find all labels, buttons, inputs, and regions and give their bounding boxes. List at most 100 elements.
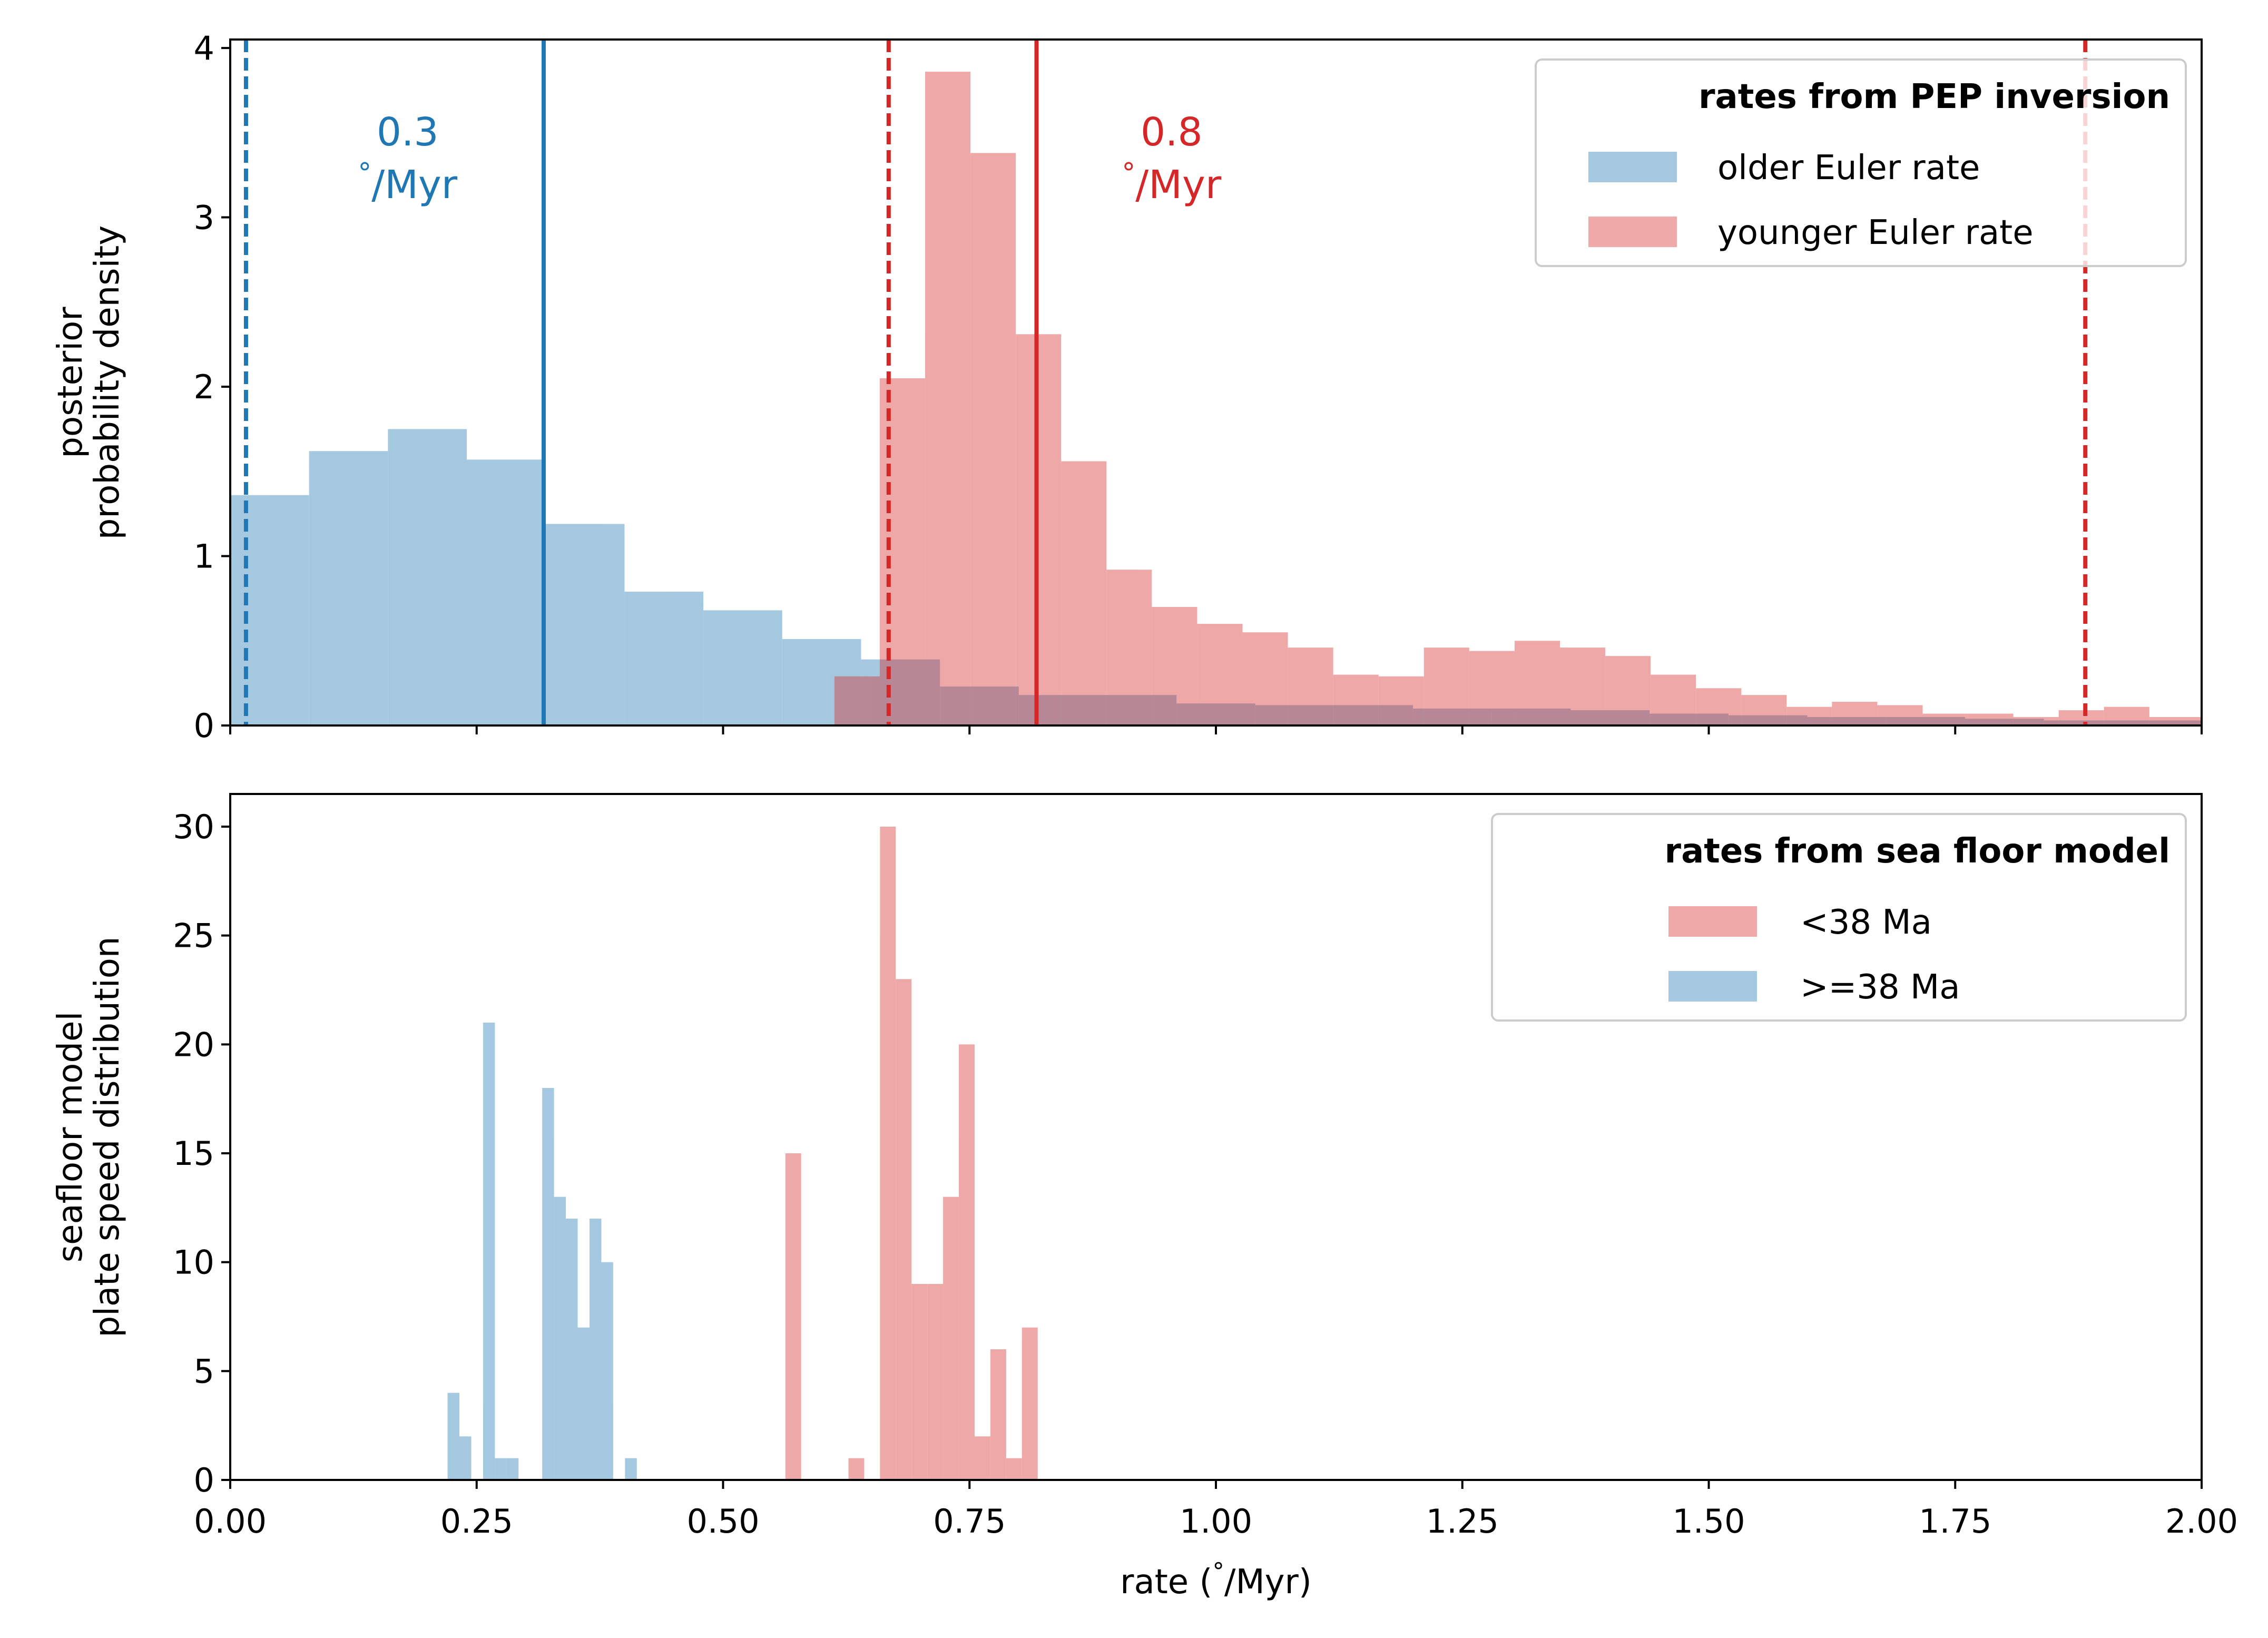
top-legend-swatch-1 (1588, 217, 1677, 247)
bottom-legend-swatch-0 (1668, 906, 1757, 937)
top-ytick-label-0: 0 (194, 707, 214, 745)
top-plot-area (230, 40, 2202, 725)
top-legend-box (1535, 58, 2187, 267)
top-bar-1-5 (1061, 461, 1107, 725)
bottom-bar-1-11 (625, 1458, 637, 1480)
bottom-ytick-label-2: 10 (173, 1243, 214, 1282)
bottom-xtick-label-2: 0.50 (686, 1502, 759, 1541)
top-bar-1-7 (1152, 606, 1197, 725)
bottom-ytick-label-1: 5 (194, 1352, 214, 1390)
top-bar-0-22 (1965, 719, 2044, 725)
bottom-bar-0-8 (974, 1436, 990, 1480)
bottom-ytick-label-0: 0 (194, 1461, 214, 1499)
top-bar-1-22 (1832, 701, 1878, 725)
bottom-bar-0-6 (943, 1196, 959, 1480)
bottom-bar-0-3 (896, 979, 912, 1480)
top-bar-0-3 (467, 459, 546, 725)
bottom-xtick-label-1: 0.25 (440, 1502, 513, 1541)
top-bar-0-12 (1176, 703, 1255, 725)
top-series-0 (230, 429, 2202, 725)
top-bar-0-2 (388, 429, 467, 725)
bottom-xtick-label-5: 1.25 (1426, 1502, 1499, 1541)
bottom-bar-1-3 (495, 1458, 507, 1480)
top-bar-1-9 (1242, 632, 1288, 725)
bottom-bar-0-4 (911, 1284, 928, 1480)
bottom-ytick-label-6: 30 (173, 808, 214, 846)
top-bar-1-13 (1423, 648, 1469, 725)
bottom-ytick-label-5: 25 (173, 917, 214, 955)
top-bar-0-20 (1807, 717, 1887, 725)
bottom-bar-1-4 (506, 1458, 519, 1480)
bottom-bar-1-9 (589, 1219, 602, 1480)
top-bar-0-5 (624, 592, 704, 725)
top-bar-0-21 (1886, 717, 1965, 725)
top-ytick-label-2: 2 (194, 368, 214, 406)
bottom-ytick-label-3: 15 (173, 1134, 214, 1173)
bottom-bar-1-8 (577, 1327, 590, 1480)
top-bar-0-10 (1018, 695, 1098, 725)
bottom-bar-1-5 (542, 1088, 554, 1480)
bottom-bar-0-7 (959, 1044, 975, 1480)
top-bar-0-13 (1255, 705, 1334, 725)
bottom-legend-box (1491, 813, 2187, 1022)
bottom-legend-label-1: >=38 Ma (1800, 968, 1960, 1007)
bottom-ylabel-line-1: plate speed distribution (88, 937, 127, 1338)
top-bar-1-8 (1197, 624, 1243, 725)
top-legend-label-1: younger Euler rate (1717, 213, 2034, 252)
top-legend-swatch-0 (1588, 152, 1677, 182)
top-bar-1-6 (1106, 570, 1152, 725)
bottom-bar-1-7 (566, 1219, 578, 1480)
top-legend: rates from PEP inversion older Euler rate… (1535, 58, 2187, 267)
top-bar-0-18 (1650, 713, 1729, 725)
top-bar-1-23 (1877, 705, 1923, 725)
top-bar-1-27 (2058, 710, 2104, 725)
bottom-bar-1-10 (601, 1262, 613, 1480)
top-ytick-label-1: 1 (194, 537, 214, 576)
bottom-legend-swatch-1 (1668, 971, 1757, 1002)
top-ylabel-line-0: posterior (51, 307, 90, 458)
top-legend-label-0: older Euler rate (1717, 149, 1980, 188)
top-bar-0-8 (861, 659, 940, 725)
top-bar-0-11 (1097, 695, 1177, 725)
top-bar-0-17 (1570, 710, 1650, 725)
bottom-bar-0-1 (848, 1458, 865, 1480)
top-bar-0-6 (703, 610, 782, 725)
bottom-bar-0-5 (927, 1284, 944, 1480)
bottom-xtick-label-8: 2.00 (2165, 1502, 2238, 1541)
bottom-xtick-label-7: 1.75 (1919, 1502, 1991, 1541)
top-bar-1-3 (970, 153, 1016, 725)
top-bar-0-14 (1334, 705, 1413, 725)
top-bar-1-24 (1922, 713, 1968, 725)
top-ytick-label-3: 3 (194, 199, 214, 237)
top-bar-1-15 (1514, 641, 1560, 725)
top-bar-0-0 (230, 495, 309, 725)
top-annotation-1: 0.8 °/Myr (1122, 110, 1221, 208)
top-bar-1-25 (1968, 713, 2014, 725)
bottom-bar-0-0 (785, 1153, 801, 1480)
top-bar-1-12 (1378, 676, 1424, 725)
top-bar-1-11 (1333, 674, 1379, 725)
bottom-panel: 0 5 10 15 20 25 30 0.00 0.25 0.50 0.75 1.00 1.25 1.50… (51, 793, 2238, 1602)
bottom-ylabel-line-0: seafloor model (51, 1012, 90, 1263)
bottom-series-1 (447, 1023, 637, 1480)
top-bar-1-21 (1786, 707, 1832, 725)
bottom-legend-title: rates from sea floor model (1665, 832, 2170, 871)
top-bar-0-9 (940, 686, 1019, 725)
bottom-xlabel: rate (°/Myr) (1120, 1557, 1312, 1602)
top-bar-1-29 (2149, 717, 2202, 725)
top-bar-1-20 (1741, 695, 1787, 725)
top-bar-1-10 (1288, 648, 1333, 725)
top-bar-0-16 (1491, 708, 1571, 725)
top-bar-1-17 (1605, 656, 1651, 725)
top-bar-1-19 (1696, 688, 1742, 725)
top-bar-1-16 (1559, 648, 1606, 725)
bottom-bar-1-6 (554, 1196, 566, 1480)
bottom-bar-0-2 (880, 827, 896, 1480)
top-bar-0-24 (2123, 720, 2202, 725)
bottom-xtick-label-4: 1.00 (1180, 1502, 1252, 1541)
bottom-series-0 (785, 827, 1038, 1480)
top-bar-0-15 (1413, 708, 1492, 725)
top-bar-1-26 (2013, 717, 2059, 725)
top-bar-0-1 (309, 451, 388, 725)
